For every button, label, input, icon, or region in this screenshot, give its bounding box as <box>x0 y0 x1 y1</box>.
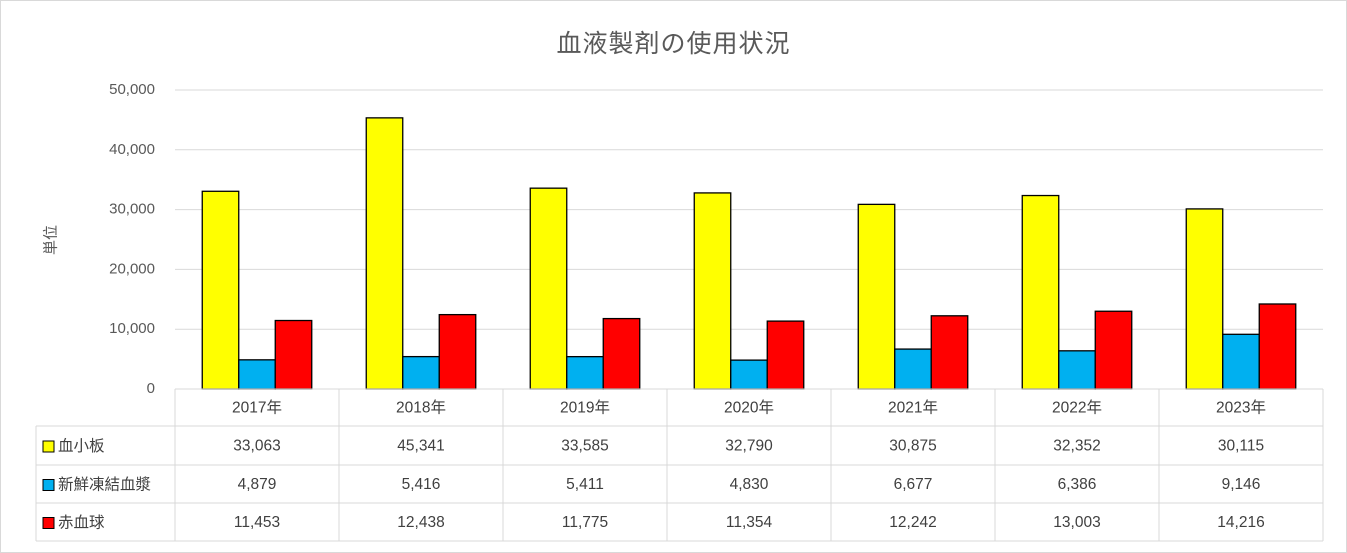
bar-3-4 <box>766 320 805 390</box>
data-label: 12,242 <box>889 514 936 531</box>
data-label: 14,216 <box>1217 514 1264 531</box>
bar-3-5 <box>930 315 969 390</box>
data-label: 32,790 <box>725 438 773 455</box>
data-label: 5,411 <box>566 476 604 493</box>
x-category-label: 2018年 <box>396 399 446 417</box>
y-tick-label: 0 <box>147 380 155 397</box>
series-label: 新鮮凍結血漿 <box>58 476 151 494</box>
bar-2-6 <box>1058 350 1096 390</box>
bar-1-1 <box>201 190 240 390</box>
x-category-label: 2022年 <box>1052 399 1102 417</box>
bar-1-7 <box>1185 208 1224 390</box>
bar-2-2 <box>402 355 440 390</box>
y-tick-label: 40,000 <box>109 141 155 158</box>
x-category-label: 2020年 <box>724 399 774 417</box>
bars <box>201 117 1297 390</box>
bar-3-3 <box>602 317 641 390</box>
data-label: 13,003 <box>1053 514 1100 531</box>
data-label: 5,416 <box>402 476 441 493</box>
data-label: 9,146 <box>1222 476 1261 493</box>
gridlines <box>175 89 1323 330</box>
bar-1-3 <box>529 187 568 390</box>
bar-2-1 <box>238 359 276 390</box>
series-label: 血小板 <box>58 437 105 455</box>
data-label: 30,875 <box>889 438 936 455</box>
data-label: 32,352 <box>1053 438 1100 455</box>
y-tick-label: 10,000 <box>109 320 155 337</box>
data-label: 11,354 <box>726 514 773 531</box>
data-label: 30,115 <box>1218 438 1264 455</box>
bar-2-3 <box>566 355 604 390</box>
data-label: 6,677 <box>894 476 933 493</box>
legend-key <box>42 440 55 453</box>
x-category-label: 2021年 <box>888 399 938 417</box>
data-label: 45,341 <box>397 438 444 455</box>
x-category-label: 2023年 <box>1216 399 1266 417</box>
data-label: 11,775 <box>562 514 608 531</box>
data-label: 4,879 <box>238 476 277 493</box>
bar-1-5 <box>857 203 896 390</box>
legend-key <box>42 479 55 491</box>
series-label: 赤血球 <box>58 514 105 532</box>
y-tick-label: 50,000 <box>109 81 155 98</box>
bar-3-2 <box>438 313 477 390</box>
data-label: 12,438 <box>397 514 444 531</box>
bar-3-7 <box>1258 303 1297 390</box>
bar-3-1 <box>274 319 313 390</box>
data-label: 4,830 <box>730 476 769 493</box>
data-label: 33,063 <box>233 438 280 455</box>
bar-3-6 <box>1094 310 1133 390</box>
x-category-label: 2019年 <box>560 399 610 417</box>
bar-2-5 <box>894 348 932 390</box>
y-tick-label: 30,000 <box>109 201 155 218</box>
bar-1-4 <box>693 192 732 390</box>
y-axis-ticks: 0 10,000 20,000 30,000 40,000 50,000 <box>109 81 155 397</box>
data-label: 6,386 <box>1058 476 1097 493</box>
bar-1-6 <box>1021 194 1060 390</box>
bar-2-4 <box>730 359 768 390</box>
legend-key <box>42 517 55 529</box>
bar-1-2 <box>365 117 404 390</box>
data-label: 11,453 <box>234 514 280 531</box>
bar-2-7 <box>1222 333 1260 390</box>
chart-title: 血液製剤の使用状況 <box>556 29 791 58</box>
x-category-label: 2017年 <box>232 399 282 417</box>
y-axis-label: 単位 <box>42 225 60 255</box>
y-tick-label: 20,000 <box>109 260 155 277</box>
data-label: 33,585 <box>561 438 608 455</box>
